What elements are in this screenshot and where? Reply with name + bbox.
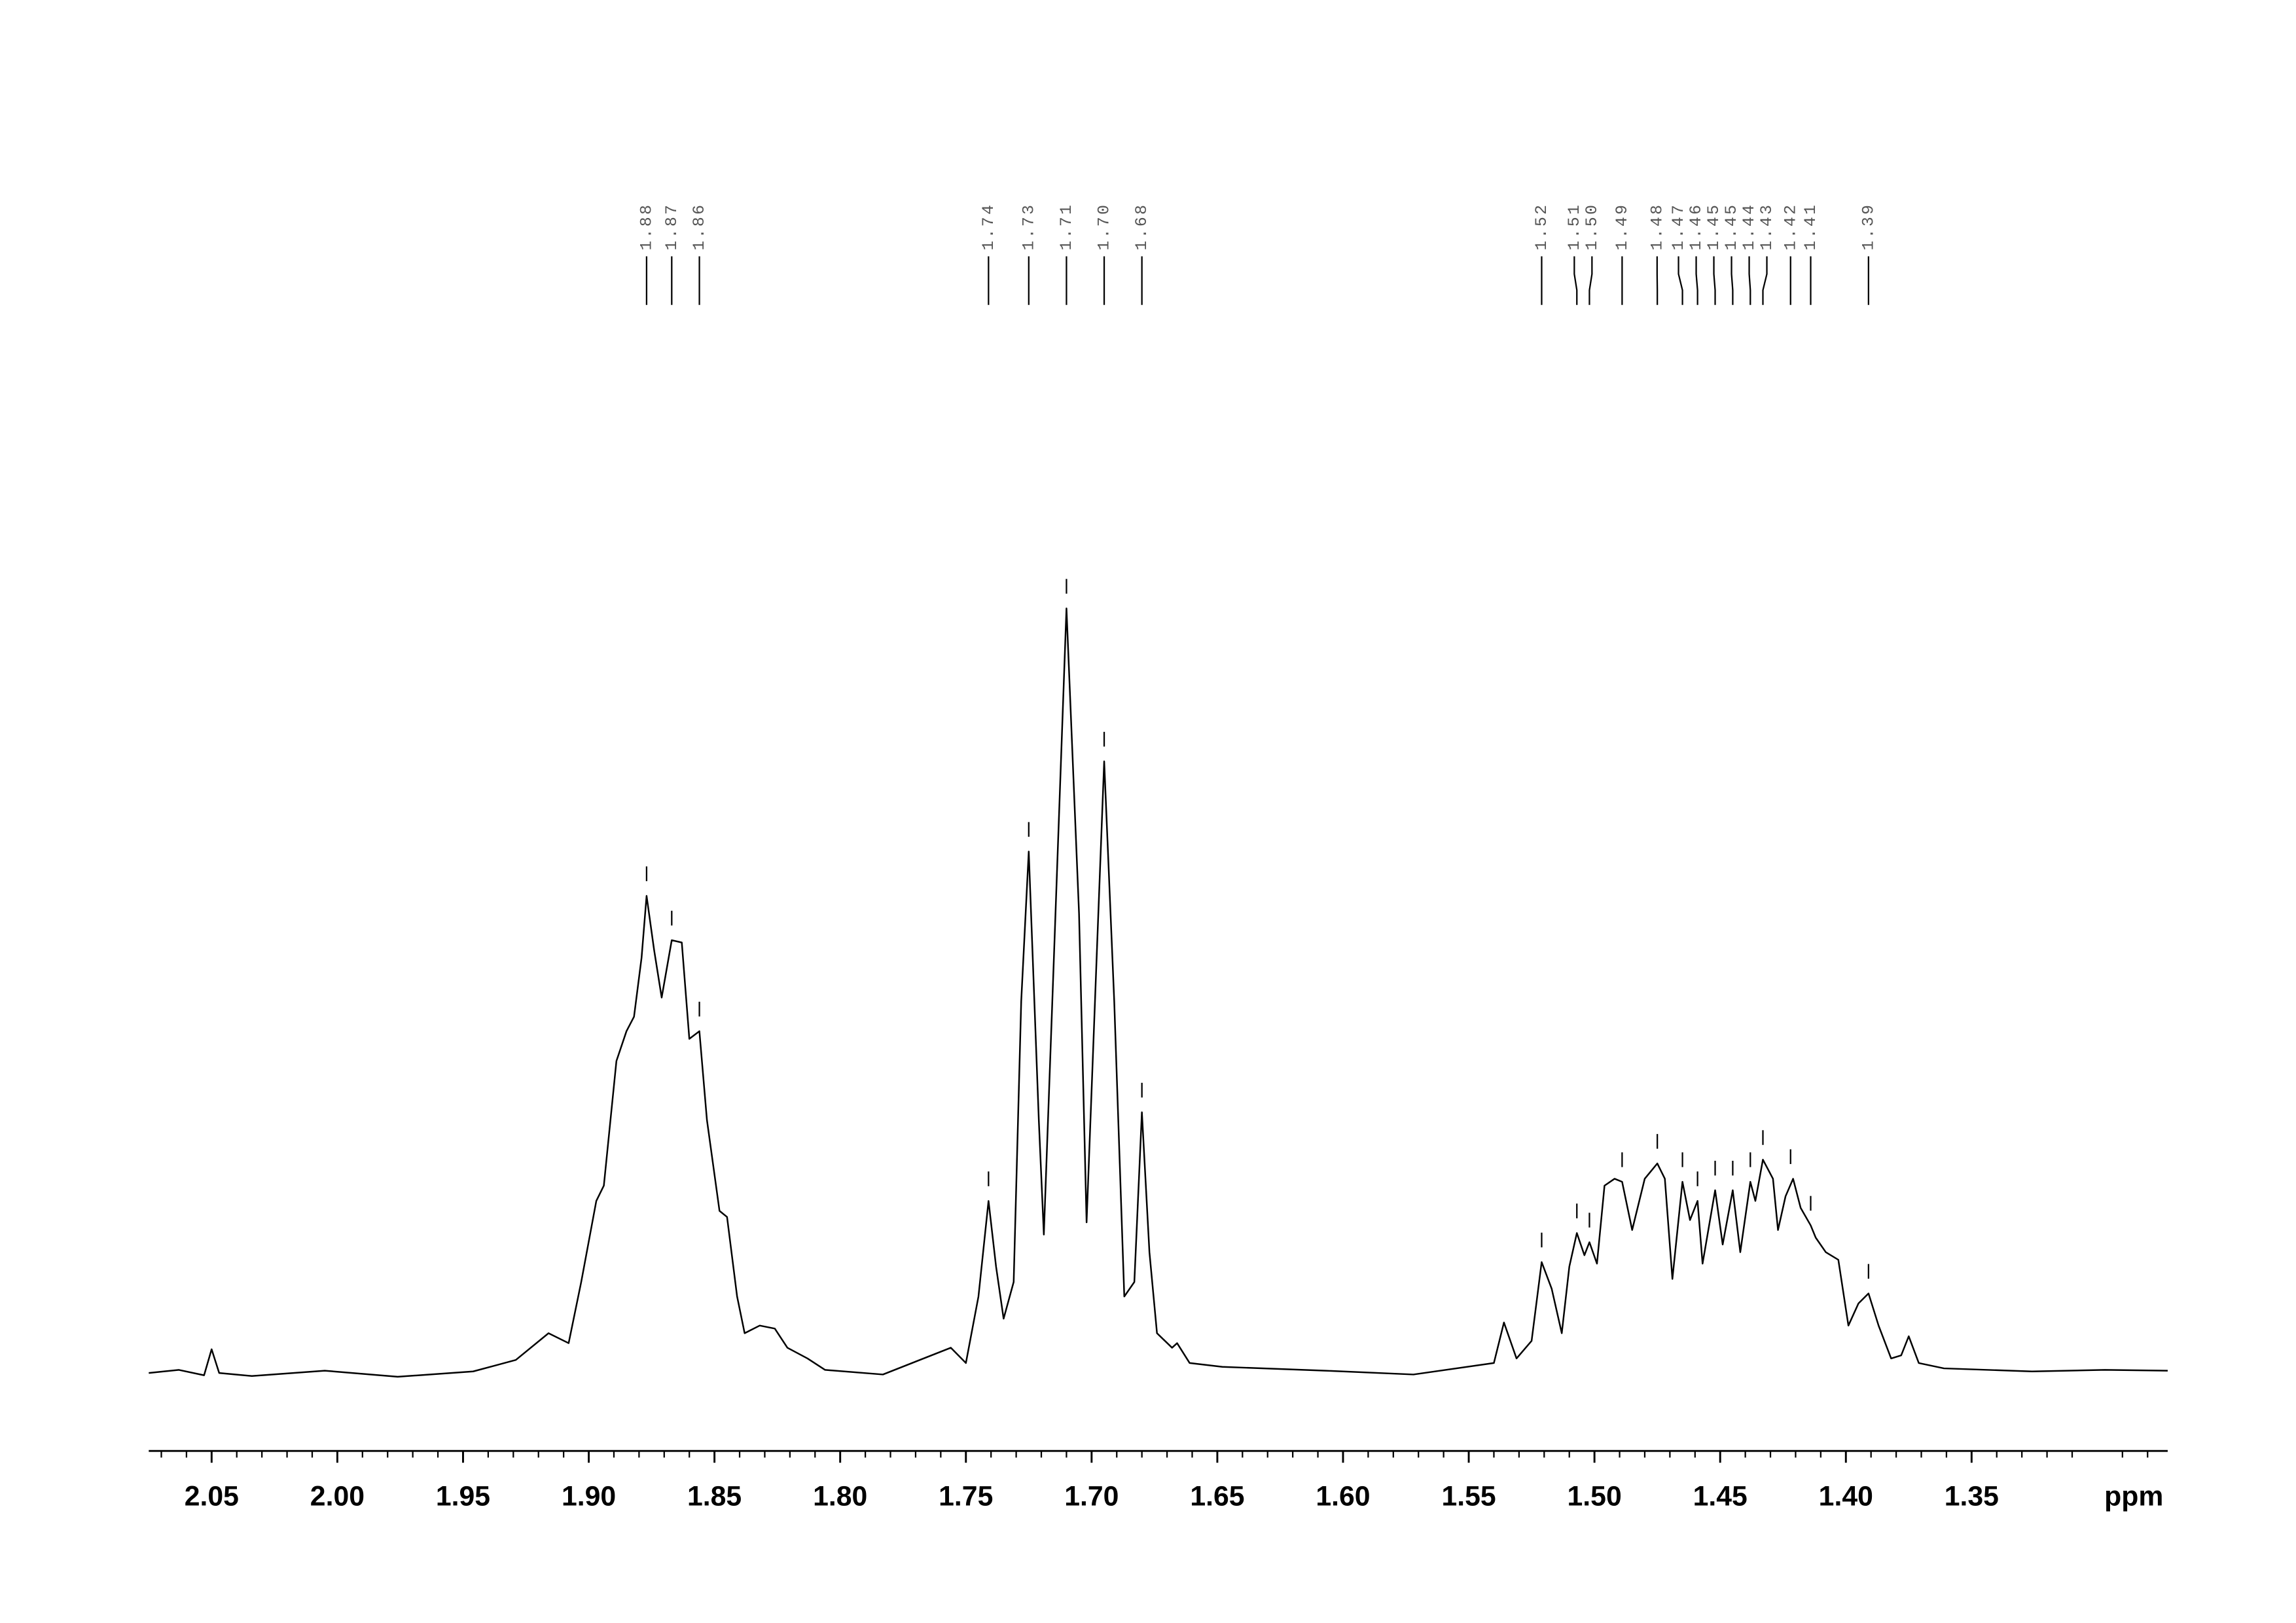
peak-label: 1.49 xyxy=(1613,203,1632,251)
peak-label: 1.52 xyxy=(1533,203,1551,251)
peak-label: 1.43 xyxy=(1758,203,1776,251)
peak-label: 1.48 xyxy=(1648,203,1666,251)
x-tick-label: 1.40 xyxy=(1819,1481,1873,1512)
x-tick-label: 1.35 xyxy=(1945,1481,1999,1512)
peak-connector xyxy=(1588,256,1593,305)
x-tick-label: 1.50 xyxy=(1568,1481,1622,1512)
x-tick-label: 1.85 xyxy=(687,1481,742,1512)
peak-label: 1.39 xyxy=(1859,203,1878,251)
peak-label: 1.45 xyxy=(1723,203,1741,251)
peak-label: 1.50 xyxy=(1583,203,1602,251)
peak-label: 1.74 xyxy=(980,203,998,251)
peak-connector xyxy=(1677,256,1683,305)
peak-connector xyxy=(1762,256,1768,305)
peak-label: 1.70 xyxy=(1096,203,1114,251)
peak-connector xyxy=(1573,256,1578,305)
peak-connector xyxy=(1695,256,1698,305)
x-tick-label: 1.45 xyxy=(1693,1481,1748,1512)
peak-connector xyxy=(1731,256,1734,305)
x-tick-label: 2.00 xyxy=(310,1481,365,1512)
peak-label: 1.44 xyxy=(1740,203,1759,251)
peak-label: 1.87 xyxy=(663,203,681,251)
peak-label: 1.51 xyxy=(1566,203,1584,251)
x-tick-label: 1.95 xyxy=(436,1481,490,1512)
x-tick-label: 1.75 xyxy=(939,1481,993,1512)
peak-label: 1.68 xyxy=(1133,203,1151,251)
peak-label: 1.46 xyxy=(1687,203,1706,251)
peak-label: 1.71 xyxy=(1058,203,1076,251)
x-tick-label: 1.60 xyxy=(1316,1481,1370,1512)
peak-connector xyxy=(1748,256,1751,305)
peak-connector xyxy=(1713,256,1716,305)
peak-label: 1.45 xyxy=(1705,203,1723,251)
x-tick-label: 1.55 xyxy=(1441,1481,1496,1512)
x-tick-label: 1.70 xyxy=(1064,1481,1119,1512)
peak-label: 1.73 xyxy=(1020,203,1038,251)
peak-label: 1.42 xyxy=(1782,203,1800,251)
peak-label: 1.86 xyxy=(691,203,709,251)
peak-label: 1.41 xyxy=(1802,203,1820,251)
peak-label: 1.88 xyxy=(637,203,656,251)
x-tick-label: 1.65 xyxy=(1190,1481,1244,1512)
x-axis-label: ppm xyxy=(2104,1481,2163,1512)
peak-label: 1.47 xyxy=(1670,203,1688,251)
x-tick-label: 1.90 xyxy=(562,1481,616,1512)
spectrum-line xyxy=(149,608,2168,1378)
x-tick-label: 1.80 xyxy=(813,1481,867,1512)
x-tick-label: 2.05 xyxy=(185,1481,239,1512)
